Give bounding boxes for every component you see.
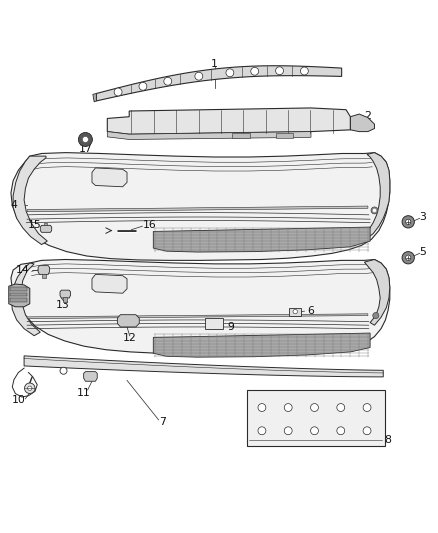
Polygon shape: [107, 108, 350, 134]
Circle shape: [82, 136, 88, 142]
Text: 16: 16: [143, 220, 157, 230]
Text: 3: 3: [419, 212, 426, 222]
Circle shape: [371, 207, 378, 214]
Polygon shape: [92, 274, 127, 293]
Text: 13: 13: [55, 300, 69, 310]
Circle shape: [406, 219, 411, 224]
FancyBboxPatch shape: [247, 390, 385, 446]
Circle shape: [251, 67, 259, 75]
Polygon shape: [13, 156, 47, 245]
Polygon shape: [9, 284, 30, 307]
Circle shape: [373, 312, 379, 319]
Circle shape: [60, 367, 67, 374]
Text: 9: 9: [227, 322, 234, 332]
Polygon shape: [350, 114, 374, 132]
Bar: [276, 133, 293, 138]
Circle shape: [406, 255, 411, 260]
Text: 2: 2: [364, 111, 371, 121]
Bar: [10, 287, 27, 290]
Circle shape: [284, 403, 292, 411]
Circle shape: [363, 403, 371, 411]
Circle shape: [258, 403, 266, 411]
Bar: [289, 308, 301, 316]
Polygon shape: [84, 372, 97, 381]
Text: 8: 8: [384, 434, 391, 445]
Circle shape: [226, 69, 234, 77]
Circle shape: [337, 427, 345, 435]
Polygon shape: [117, 314, 139, 327]
Polygon shape: [153, 333, 370, 357]
Text: 5: 5: [419, 247, 426, 256]
Circle shape: [373, 209, 376, 212]
Circle shape: [311, 403, 318, 411]
Circle shape: [195, 72, 203, 80]
Circle shape: [300, 67, 308, 75]
Text: 17: 17: [78, 144, 92, 154]
Bar: [63, 297, 67, 302]
Text: 4: 4: [11, 200, 18, 210]
Polygon shape: [60, 290, 71, 298]
Text: 11: 11: [77, 387, 91, 398]
Bar: [42, 273, 46, 278]
Circle shape: [164, 77, 172, 85]
Polygon shape: [92, 168, 127, 187]
Polygon shape: [11, 263, 40, 336]
Bar: [10, 298, 27, 302]
Circle shape: [258, 427, 266, 435]
Polygon shape: [11, 152, 390, 260]
Circle shape: [311, 427, 318, 435]
Polygon shape: [38, 265, 49, 274]
Text: 12: 12: [122, 333, 136, 343]
Text: 1: 1: [211, 59, 218, 69]
Text: 6: 6: [307, 306, 314, 316]
Polygon shape: [11, 260, 390, 354]
Circle shape: [28, 386, 32, 391]
Circle shape: [25, 383, 35, 393]
Circle shape: [139, 83, 147, 90]
Text: 10: 10: [11, 394, 25, 405]
Circle shape: [276, 67, 283, 75]
Text: 7: 7: [159, 417, 166, 427]
Circle shape: [337, 403, 345, 411]
Bar: [205, 318, 223, 329]
Circle shape: [293, 310, 297, 314]
Text: 15: 15: [27, 220, 41, 230]
Bar: [10, 293, 27, 296]
Circle shape: [114, 88, 122, 96]
Circle shape: [284, 427, 292, 435]
Polygon shape: [24, 356, 383, 377]
Text: 14: 14: [16, 265, 30, 275]
Circle shape: [78, 133, 92, 147]
Polygon shape: [364, 152, 390, 239]
Polygon shape: [27, 206, 368, 212]
Polygon shape: [364, 260, 390, 325]
Polygon shape: [96, 66, 342, 101]
Bar: [44, 223, 47, 225]
Polygon shape: [153, 227, 370, 252]
Polygon shape: [27, 314, 368, 319]
Polygon shape: [107, 132, 311, 140]
Bar: [232, 133, 250, 138]
Polygon shape: [93, 93, 96, 102]
Circle shape: [363, 427, 371, 435]
Circle shape: [402, 216, 414, 228]
Polygon shape: [40, 225, 52, 232]
Circle shape: [402, 252, 414, 264]
